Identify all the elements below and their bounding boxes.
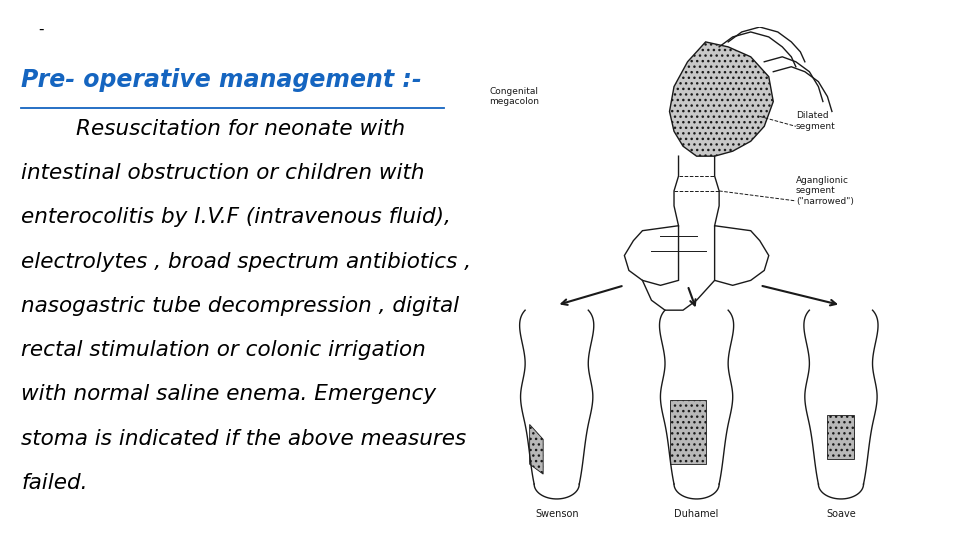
Polygon shape	[669, 400, 706, 464]
Text: enterocolitis by I.V.F (intravenous fluid),: enterocolitis by I.V.F (intravenous flui…	[21, 207, 451, 227]
Text: Congenital
megacolon: Congenital megacolon	[489, 86, 539, 106]
Text: Resuscitation for neonate with: Resuscitation for neonate with	[21, 119, 405, 139]
Text: Swenson: Swenson	[535, 509, 579, 519]
Text: with normal saline enema. Emergency: with normal saline enema. Emergency	[21, 384, 436, 404]
Text: Pre- operative management :-: Pre- operative management :-	[21, 68, 421, 91]
Text: nasogastric tube decompression , digital: nasogastric tube decompression , digital	[21, 296, 459, 316]
Text: failed.: failed.	[21, 473, 87, 493]
Text: Aganglionic
segment
("narrowed"): Aganglionic segment ("narrowed")	[796, 176, 853, 206]
Text: rectal stimulation or colonic irrigation: rectal stimulation or colonic irrigation	[21, 340, 426, 360]
Polygon shape	[530, 424, 543, 474]
Polygon shape	[714, 226, 769, 285]
Text: Duhamel: Duhamel	[674, 509, 719, 519]
Text: Dilated
segment: Dilated segment	[796, 111, 835, 131]
Text: stoma is indicated if the above measures: stoma is indicated if the above measures	[21, 429, 467, 449]
Polygon shape	[828, 415, 854, 459]
Text: Soave: Soave	[827, 509, 855, 519]
Polygon shape	[669, 42, 774, 156]
Text: -: -	[38, 22, 44, 37]
Text: intestinal obstruction or children with: intestinal obstruction or children with	[21, 163, 424, 183]
Polygon shape	[624, 226, 679, 285]
Text: electrolytes , broad spectrum antibiotics ,: electrolytes , broad spectrum antibiotic…	[21, 252, 471, 272]
